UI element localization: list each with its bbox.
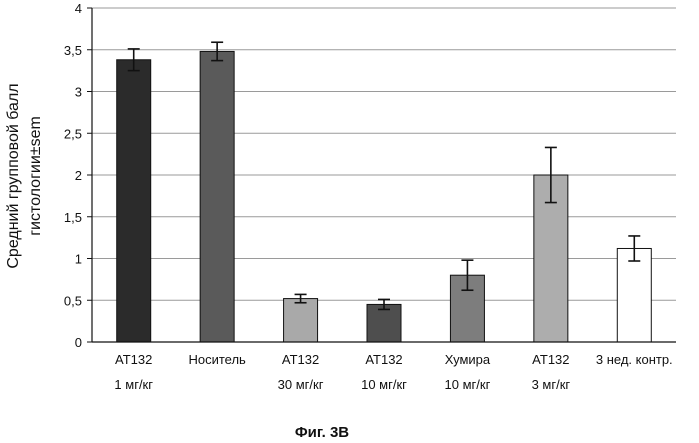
x-category-sublabel: 30 мг/кг (278, 377, 324, 392)
y-tick-label: 1 (75, 252, 82, 267)
x-category-sublabel: 10 мг/кг (445, 377, 491, 392)
x-category-label: Носитель (188, 352, 246, 367)
y-axis-label-line-1: Средний групповой балл (5, 83, 22, 268)
x-category-label: AT132 (282, 352, 319, 367)
y-tick-label: 2 (75, 168, 82, 183)
bar (117, 60, 151, 342)
gridlines (92, 8, 676, 300)
y-tick-label: 0,5 (64, 293, 82, 308)
x-category-label: AT132 (115, 352, 152, 367)
x-category-sublabel: 10 мг/кг (361, 377, 407, 392)
y-tick-label: 1,5 (64, 210, 82, 225)
category-labels: AT132 1 мг/кг Носитель AT132 30 мг/кг AT132 10… (114, 352, 672, 392)
bars (117, 51, 652, 342)
y-tick-label: 4 (75, 1, 82, 16)
x-category-label: Хумира (445, 352, 491, 367)
x-category-label: AT132 (365, 352, 402, 367)
figure-caption: Фиг. 3В (295, 424, 349, 441)
x-category-label: 3 нед. контр. (596, 352, 673, 367)
bar (200, 51, 234, 342)
y-tick-label: 3 (75, 85, 82, 100)
x-category-label: AT132 (532, 352, 569, 367)
y-tick-label: 3,5 (64, 43, 82, 58)
bar (284, 299, 318, 342)
x-category-sublabel: 1 мг/кг (114, 377, 153, 392)
x-category-sublabel: 3 мг/кг (532, 377, 571, 392)
bar-chart: 0 0,5 1 1,5 2 2,5 3 3,5 4 Средний групповой балл… (0, 0, 699, 443)
y-tick-label: 2,5 (64, 126, 82, 141)
bar (617, 248, 651, 342)
y-axis-label: Средний групповой балл гистологии±sem (5, 83, 44, 268)
y-tick-label: 0 (75, 335, 82, 350)
y-axis-label-line-2: гистологии±sem (27, 116, 44, 236)
y-tick-labels: 0 0,5 1 1,5 2 2,5 3 3,5 4 (64, 1, 82, 350)
